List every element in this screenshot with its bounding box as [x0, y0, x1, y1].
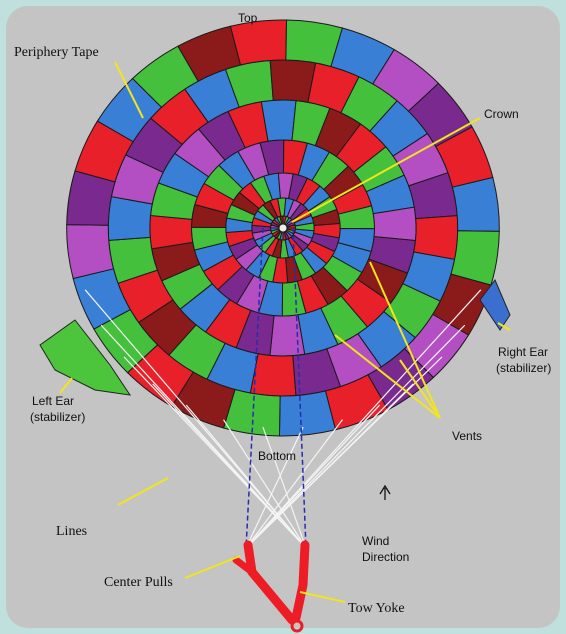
canopy-panel [279, 391, 335, 436]
canopy-panel [261, 100, 296, 141]
label-crown: Crown [484, 107, 519, 121]
label-center-pulls: Center Pulls [104, 575, 173, 590]
canopy-panel [150, 215, 193, 248]
canopy-panel [373, 207, 416, 240]
label-bottom: Bottom [258, 449, 296, 463]
label-periphery-tape: Periphery Tape [14, 45, 99, 60]
label-vents: Vents [452, 429, 482, 443]
label-top: Top [238, 11, 258, 25]
canopy-panel [270, 315, 305, 356]
canopy-panel [230, 20, 286, 65]
crown-vent [279, 224, 287, 232]
canopy-panel [67, 225, 114, 279]
canopy [67, 20, 500, 436]
parachute-diagram: Top Periphery Tape Crown Right Ear(stabi… [0, 0, 566, 634]
label-tow-yoke: Tow Yoke [348, 601, 405, 616]
canopy-panel [452, 177, 499, 231]
label-lines: Lines [56, 524, 87, 539]
